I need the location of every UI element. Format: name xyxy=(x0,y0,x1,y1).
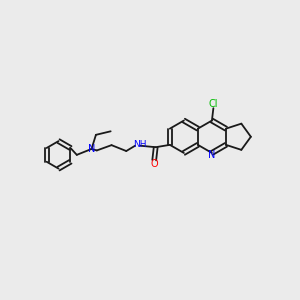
Text: N: N xyxy=(88,144,95,154)
Text: NH: NH xyxy=(133,140,147,149)
Text: Cl: Cl xyxy=(208,99,218,109)
Text: O: O xyxy=(150,159,158,169)
Text: N: N xyxy=(208,150,216,160)
